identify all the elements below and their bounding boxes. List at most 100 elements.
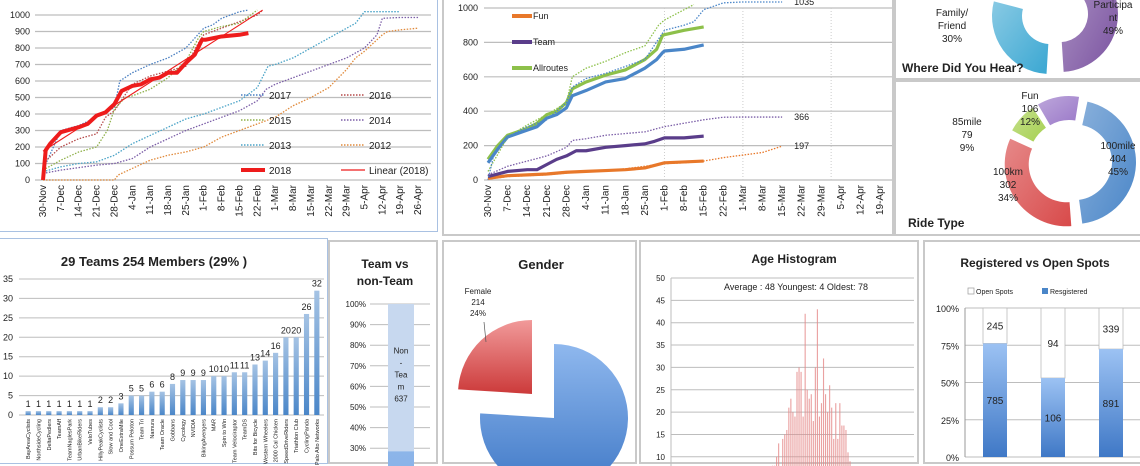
chart-title: 29 Teams 254 Members (29% ): [61, 254, 247, 269]
bar: [57, 411, 62, 415]
y-tick-label: 400: [15, 109, 30, 119]
histogram-bar: [825, 394, 826, 466]
histogram-bar: [847, 452, 848, 466]
bar-segment-team: [388, 451, 414, 466]
bar-value-label: 1: [88, 399, 93, 409]
x-tick-label: Gobbans: [171, 419, 177, 442]
x-tick-label: 22-Feb: [252, 185, 263, 217]
series-line-2018: [43, 33, 248, 180]
x-tick-label: Namura: [150, 418, 156, 439]
x-tick-label: 29-Mar: [816, 184, 827, 216]
bar: [304, 314, 309, 415]
histogram-bar: [778, 443, 779, 466]
y-tick-label: 70%: [350, 362, 366, 371]
y-tick-label: 20: [3, 332, 13, 342]
y-tick-label: 25: [3, 313, 13, 323]
x-tick-label: 15-Mar: [777, 184, 788, 216]
bar-value-label: 10: [209, 364, 219, 374]
x-tick-label: 14-Dec: [74, 185, 85, 217]
pie-slice-female: [458, 320, 532, 394]
legend-label: Allroutes: [533, 63, 569, 73]
bar: [26, 411, 31, 415]
y-tick-label: 100%: [936, 304, 959, 314]
y-tick-label: 60%: [350, 382, 366, 391]
legend-label: 2015: [269, 116, 292, 127]
histogram-bar: [823, 358, 824, 466]
histogram-bar: [788, 408, 789, 466]
bar: [294, 337, 299, 415]
x-tick-label: BayAreaCyclists: [26, 419, 32, 459]
bar: [118, 403, 123, 415]
x-tick-label: 15-Feb: [699, 185, 710, 217]
bar-value-label: 1: [36, 399, 41, 409]
y-tick-label: 15: [3, 352, 13, 362]
y-tick-label: 100: [15, 159, 30, 169]
x-tick-label: 5-Apr: [836, 184, 847, 209]
bar-value-label: 10: [219, 364, 229, 374]
bar-value-open: 339: [1103, 325, 1120, 336]
y-tick-label: 40%: [350, 424, 366, 433]
y-tick-label: 700: [15, 60, 30, 70]
pie-slice-100mile: [1079, 102, 1136, 224]
histogram-bar: [821, 403, 822, 466]
x-tick-label: Triathlon Club: [294, 419, 300, 453]
y-tick-label: 600: [15, 76, 30, 86]
y-tick-label: 80%: [350, 341, 366, 350]
bar-value-label: 1: [67, 399, 72, 409]
y-tick-label: 20: [656, 408, 665, 417]
chart-title: Where Did You Hear?: [902, 61, 1024, 75]
bar-value-label: 9: [191, 368, 196, 378]
bar: [201, 380, 206, 415]
bar-value-label: 6: [149, 380, 154, 390]
x-tick-label: BikingAvengers: [201, 419, 207, 457]
x-tick-label: 18-Jan: [620, 185, 631, 216]
x-tick-label: Spin to Win: [222, 419, 228, 447]
histogram-bar: [782, 439, 783, 466]
y-tick-label: 40: [656, 319, 665, 328]
series-line-2016: [43, 10, 263, 163]
x-tick-label: Cycology: [181, 419, 187, 442]
x-tick-label: 7-Dec: [56, 185, 67, 212]
histogram-bar: [790, 399, 791, 466]
histogram-bar: [798, 367, 799, 466]
bar: [160, 392, 165, 415]
histogram-bar: [805, 314, 806, 466]
x-tick-label: 12-Apr: [856, 184, 867, 215]
y-tick-label: 5: [8, 391, 13, 401]
bar: [129, 396, 134, 415]
bar: [221, 376, 226, 415]
x-tick-label: TeamAff: [57, 419, 63, 440]
y-tick-label: 100%: [346, 300, 366, 309]
legend-label: 2012: [369, 141, 392, 152]
histogram-bar: [786, 430, 787, 466]
x-tick-label: MAR: [212, 419, 218, 431]
bar: [87, 411, 92, 415]
x-tick-label: TeamNaglesPark: [67, 419, 73, 461]
x-tick-label: UrbanBikeRiders: [78, 419, 84, 461]
legend-label: Resgistered: [1050, 289, 1087, 296]
x-tick-label: 2000 Cal Chicken: [274, 419, 280, 462]
bar-value-open: 245: [987, 322, 1004, 333]
bar-value-label: 20: [281, 325, 291, 335]
x-tick-label: 21-Dec: [542, 185, 553, 217]
bar-value-label: 5: [129, 384, 134, 394]
chart-title: Gender: [518, 257, 564, 272]
bar: [283, 337, 288, 415]
legend-label: Open Spots: [976, 289, 1013, 296]
x-tick-label: 19-Apr: [395, 184, 406, 215]
y-tick-label: 800: [463, 37, 478, 47]
end-value-label: 197: [794, 141, 809, 151]
x-tick-label: CyclingPanda: [305, 418, 311, 453]
histogram-bar: [839, 403, 840, 466]
x-tick-label: DeltaPedlers: [47, 419, 53, 451]
bar-value-label: 32: [312, 279, 322, 289]
pie-slice-fun: [1038, 96, 1079, 125]
